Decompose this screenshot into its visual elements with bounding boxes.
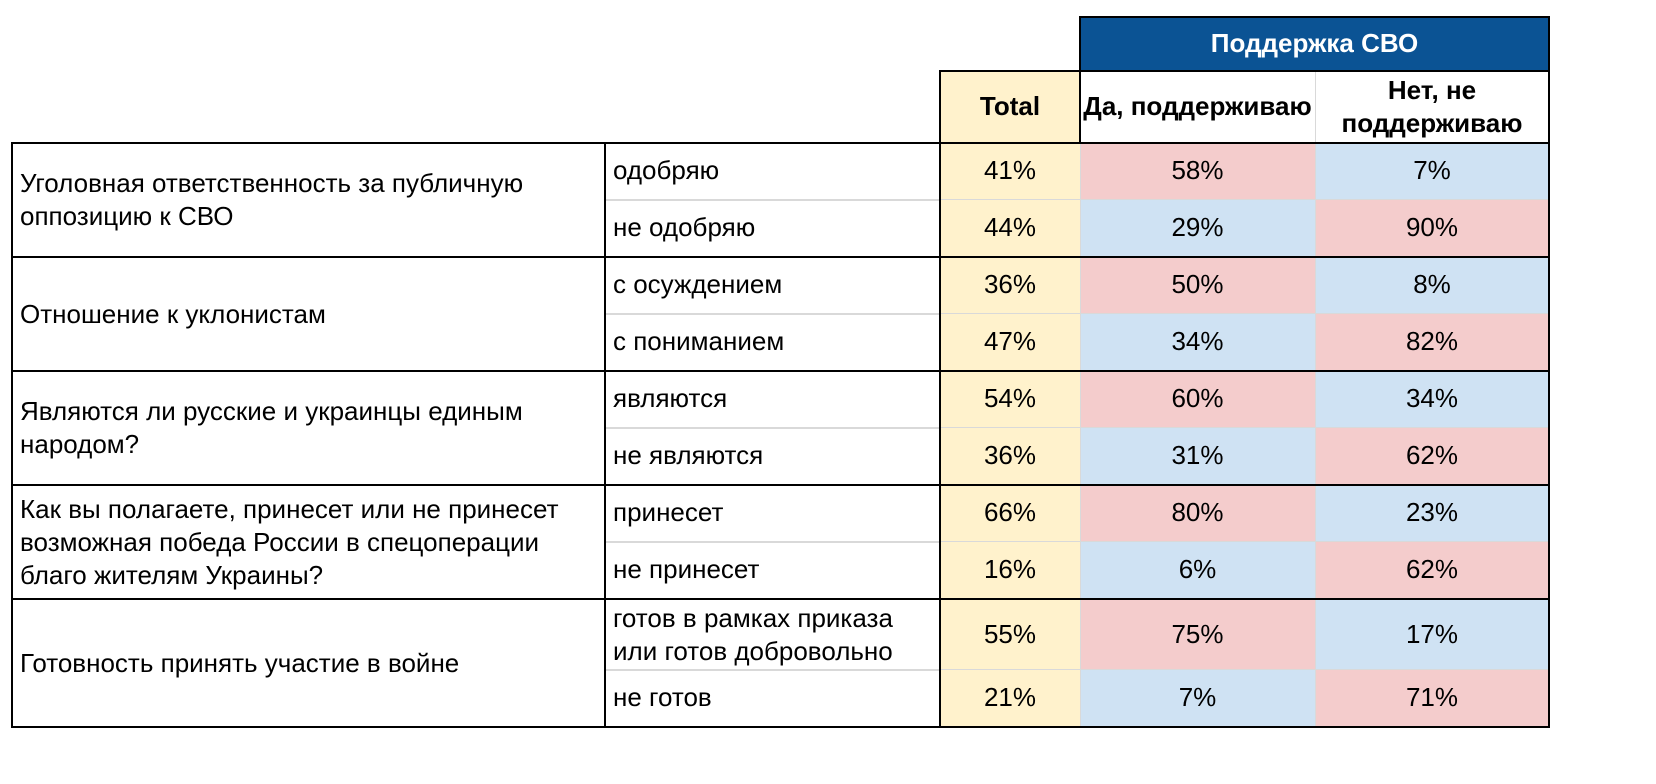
yes-support-value: 29% — [1080, 200, 1315, 257]
no-support-value: 71% — [1315, 670, 1549, 727]
no-support-value: 17% — [1315, 599, 1549, 670]
total-value: 21% — [940, 670, 1080, 727]
answer-label: готов в рамках приказа или готов доброво… — [613, 602, 893, 666]
question-cell: Отношение к уклонистам — [20, 298, 326, 329]
yes-support-value: 31% — [1080, 428, 1315, 485]
yes-support-value: 7% — [1080, 670, 1315, 727]
answer-label: с осуждением — [613, 269, 783, 299]
header-no-support: Нет, не поддерживаю — [1315, 70, 1549, 143]
group-divider — [12, 484, 1549, 486]
total-value: 36% — [940, 257, 1080, 314]
header-total: Total — [940, 70, 1080, 143]
column-border — [604, 143, 606, 727]
question-cell: Являются ли русские и украинцы единым на… — [20, 396, 523, 459]
yes-support-value: 6% — [1080, 542, 1315, 599]
no-support-value: 23% — [1315, 485, 1549, 542]
yes-support-value: 50% — [1080, 257, 1315, 314]
yes-support-value: 60% — [1080, 371, 1315, 428]
no-support-value: 8% — [1315, 257, 1549, 314]
header-border — [940, 70, 1549, 72]
table-border — [11, 726, 1550, 728]
column-divider — [1315, 70, 1316, 727]
no-support-value: 7% — [1315, 143, 1549, 200]
header-yes-support: Да, поддерживаю — [1080, 70, 1315, 143]
answer-label: принесет — [613, 497, 724, 527]
answer-label: не являются — [613, 440, 764, 470]
answer-label: являются — [613, 383, 728, 413]
banner-support-svo: Поддержка СВО — [1080, 16, 1549, 70]
total-value: 66% — [940, 485, 1080, 542]
no-support-value: 90% — [1315, 200, 1549, 257]
header-border — [1079, 16, 1081, 143]
column-divider — [1080, 70, 1081, 727]
total-value: 47% — [940, 314, 1080, 371]
answer-label: одобряю — [613, 155, 720, 185]
question-cell: Как вы полагаете, принесет или не принес… — [20, 493, 559, 590]
answer-label: с пониманием — [613, 326, 785, 356]
answer-label: не принесет — [613, 554, 760, 584]
no-support-value: 62% — [1315, 428, 1549, 485]
total-value: 41% — [940, 143, 1080, 200]
total-value: 16% — [940, 542, 1080, 599]
total-value: 44% — [940, 200, 1080, 257]
group-divider — [12, 256, 1549, 258]
answer-label: не готов — [613, 682, 712, 712]
no-support-value: 82% — [1315, 314, 1549, 371]
group-divider — [12, 598, 1549, 600]
no-support-value: 34% — [1315, 371, 1549, 428]
header-border — [1548, 16, 1550, 143]
answer-label: не одобряю — [613, 212, 756, 242]
no-support-value: 62% — [1315, 542, 1549, 599]
table-border — [11, 142, 1550, 144]
table-border — [11, 142, 13, 728]
yes-support-value: 58% — [1080, 143, 1315, 200]
total-value: 54% — [940, 371, 1080, 428]
total-value: 55% — [940, 599, 1080, 670]
question-cell: Готовность принять участие в войне — [20, 647, 460, 678]
header-border — [1080, 16, 1549, 18]
column-border — [939, 143, 941, 727]
header-border — [939, 70, 941, 143]
table-border — [1548, 142, 1550, 728]
yes-support-value: 80% — [1080, 485, 1315, 542]
yes-support-value: 34% — [1080, 314, 1315, 371]
yes-support-value: 75% — [1080, 599, 1315, 670]
group-divider — [12, 370, 1549, 372]
question-cell: Уголовная ответственность за публичную о… — [20, 168, 524, 231]
total-value: 36% — [940, 428, 1080, 485]
